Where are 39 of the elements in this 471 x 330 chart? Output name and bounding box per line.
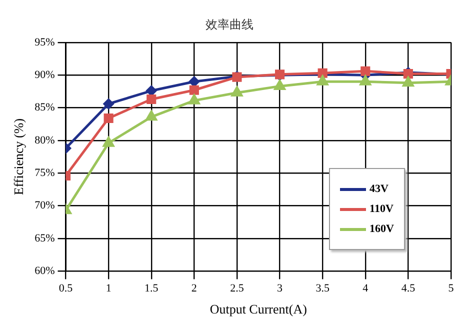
x-tick-label: 4.5 xyxy=(401,282,416,295)
y-tick-label: 75% xyxy=(34,167,55,180)
point xyxy=(402,76,414,87)
chart-title: 效率曲线 xyxy=(206,17,254,32)
x-tick-label: 0.5 xyxy=(58,282,74,295)
point xyxy=(146,94,156,104)
y-tick-label: 95% xyxy=(34,36,55,48)
legend-label: 110V xyxy=(370,203,394,215)
y-tick-label: 60% xyxy=(34,265,55,278)
y-axis-title: Efficiency (%) xyxy=(11,118,26,196)
x-axis-title: Output Current(A) xyxy=(210,302,307,317)
point xyxy=(231,86,243,96)
x-tick-label: 1 xyxy=(106,282,112,295)
x-tick-label: 2.5 xyxy=(230,282,244,295)
x-tick-label: 4 xyxy=(362,282,369,295)
point xyxy=(102,136,114,147)
x-tick-label: 3 xyxy=(277,282,284,295)
point xyxy=(188,76,200,87)
point xyxy=(360,75,371,86)
point xyxy=(146,110,157,121)
point xyxy=(188,94,200,104)
y-tick-label: 80% xyxy=(34,134,55,146)
point xyxy=(318,68,328,78)
y-tick-label: 70% xyxy=(34,200,55,212)
y-tick-label: 65% xyxy=(34,232,55,244)
legend-label: 160V xyxy=(370,223,394,235)
y-tick-label: 90% xyxy=(34,68,55,81)
y-tick-label: 85% xyxy=(34,102,55,114)
point xyxy=(104,113,114,124)
point xyxy=(360,66,370,76)
x-tick-label: 2 xyxy=(191,282,197,295)
point xyxy=(103,98,114,110)
x-tick-label: 1.5 xyxy=(144,282,159,295)
legend-label: 43V xyxy=(370,183,388,195)
x-tick-label: 3.5 xyxy=(316,282,330,295)
x-tick-label: 5 xyxy=(448,282,454,295)
point xyxy=(317,75,328,86)
point xyxy=(274,80,286,90)
point xyxy=(189,85,199,95)
